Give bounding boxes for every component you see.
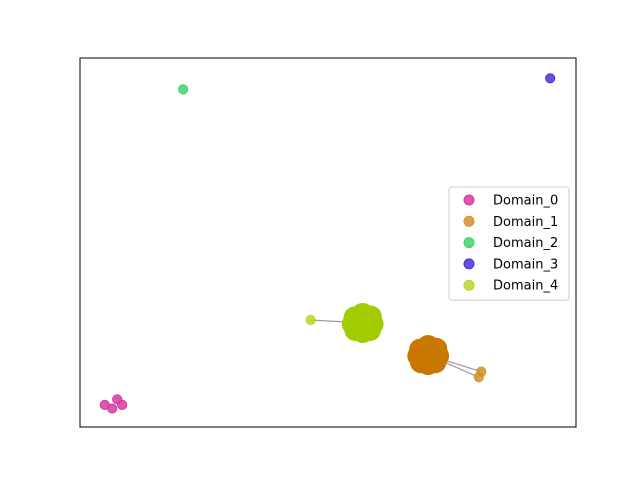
point-Domain_0-1 [107,403,118,414]
cluster-blob-1 [341,302,384,343]
legend-label-Domain_1: Domain_1 [493,215,558,230]
legend-frame [448,186,570,301]
legend-marker-Domain_4 [463,279,475,291]
clusters [341,302,450,376]
legend-marker-Domain_2 [463,237,475,249]
legend-label-Domain_3: Domain_3 [493,257,558,272]
point-Domain_0-3 [117,399,128,410]
point-Domain_4-0 [305,314,316,326]
legend-label-Domain_4: Domain_4 [493,279,558,294]
legend-label-Domain_0: Domain_0 [493,194,558,209]
cluster-blob-0 [407,335,450,376]
legend-marker-Domain_1 [463,215,475,227]
point-Domain_3-0 [545,73,556,84]
legend: Domain_0 Domain_1 Domain_2 Domain_3 Domain_4 [448,186,570,301]
legend-marker-Domain_3 [463,258,475,270]
legend-marker-Domain_0 [463,194,475,206]
legend-label-Domain_2: Domain_2 [493,236,558,251]
data-points [99,73,556,414]
point-Domain_2-0 [178,84,189,95]
point-Domain_1-1 [476,366,487,377]
